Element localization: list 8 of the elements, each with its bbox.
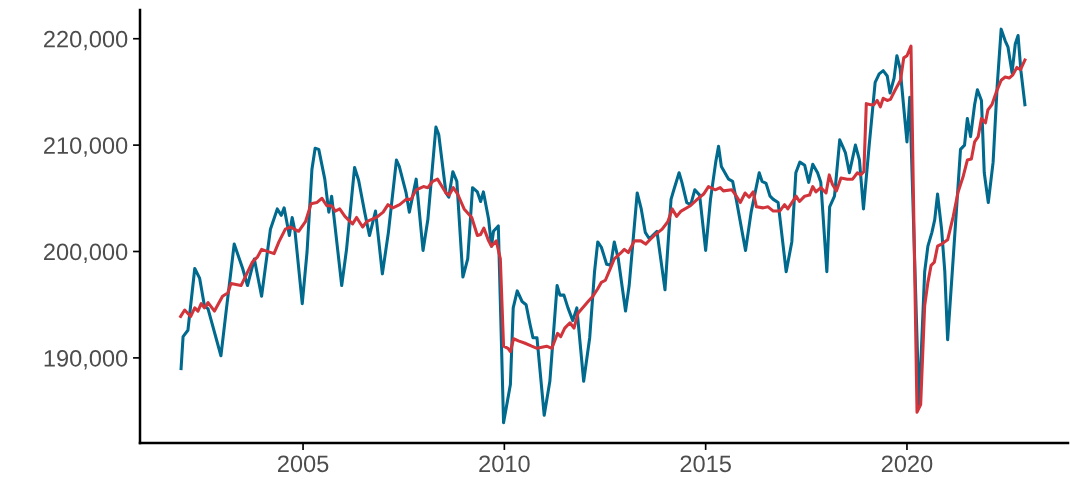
y-tick-label: 190,000 <box>44 349 128 370</box>
y-tick-label: 210,000 <box>44 137 128 157</box>
x-tick-label: 2020 <box>881 455 933 473</box>
y-tick-label: 200,000 <box>44 243 128 264</box>
y-tick-label: 220,000 <box>44 30 128 51</box>
x-tick-label: 2015 <box>680 455 731 473</box>
x-tick-label: 2010 <box>479 455 530 473</box>
x-tick-label: 2005 <box>277 455 329 473</box>
